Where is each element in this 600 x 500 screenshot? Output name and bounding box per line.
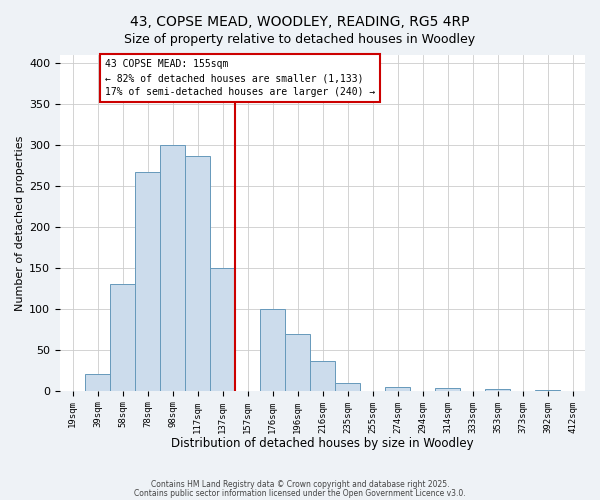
X-axis label: Distribution of detached houses by size in Woodley: Distribution of detached houses by size …	[171, 437, 474, 450]
Bar	[335, 382, 360, 391]
Text: 43, COPSE MEAD, WOODLEY, READING, RG5 4RP: 43, COPSE MEAD, WOODLEY, READING, RG5 4R…	[130, 15, 470, 29]
Bar	[85, 374, 110, 391]
Bar	[535, 390, 560, 391]
Bar	[110, 284, 135, 391]
Text: Contains public sector information licensed under the Open Government Licence v3: Contains public sector information licen…	[134, 488, 466, 498]
Bar	[485, 389, 510, 391]
Bar	[210, 268, 235, 391]
Bar	[310, 360, 335, 391]
Y-axis label: Number of detached properties: Number of detached properties	[15, 135, 25, 310]
Bar	[185, 156, 210, 391]
Bar	[160, 145, 185, 391]
Bar	[435, 388, 460, 391]
Bar	[285, 334, 310, 391]
Bar	[260, 309, 285, 391]
Bar	[385, 387, 410, 391]
Bar	[135, 172, 160, 391]
Text: 43 COPSE MEAD: 155sqm
← 82% of detached houses are smaller (1,133)
17% of semi-d: 43 COPSE MEAD: 155sqm ← 82% of detached …	[105, 59, 375, 97]
Text: Contains HM Land Registry data © Crown copyright and database right 2025.: Contains HM Land Registry data © Crown c…	[151, 480, 449, 489]
Text: Size of property relative to detached houses in Woodley: Size of property relative to detached ho…	[124, 32, 476, 46]
